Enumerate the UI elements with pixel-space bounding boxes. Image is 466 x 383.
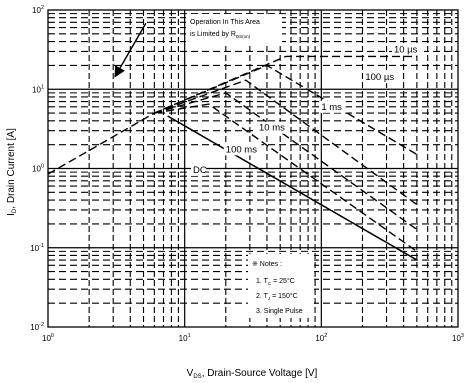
x-axis-title-rest: , Drain-Source Voltage [V]	[202, 368, 318, 379]
x-tick-label: 101	[179, 333, 191, 343]
y-tick-label: 100	[32, 164, 44, 174]
x-axis-title-main: V	[187, 368, 194, 379]
series-label-0: 10 µs	[394, 45, 418, 56]
series-line-2	[154, 79, 418, 206]
series-line-0	[47, 55, 417, 175]
series-label-bg	[319, 100, 346, 113]
series-label-3: 10 ms	[259, 123, 285, 134]
x-axis-title: VDS, Drain-Source Voltage [V]	[187, 368, 318, 380]
series-label-bg	[257, 121, 290, 134]
rdson-annotation: Operation In This Area is Limited by RDS…	[114, 14, 282, 78]
rdson-annotation-line2: is Limited by R	[190, 31, 236, 38]
rdson-annotation-line1: Operation In This Area	[190, 19, 260, 26]
series-label-4: 100 ms	[226, 144, 257, 155]
y-axis-title-rest: , Drain Current [A]	[6, 128, 17, 209]
y-axis-title-sub: D	[12, 208, 18, 213]
y-tick-label: 10-1	[30, 243, 44, 253]
series-label-1: 100 µs	[365, 72, 394, 83]
notes-title: ※ Notes :	[252, 261, 282, 268]
series-line-3	[154, 92, 418, 231]
series-line-5	[167, 115, 418, 261]
svg-text:is Limited by RDS(on): is Limited by RDS(on)	[190, 31, 251, 39]
series-line-1	[154, 64, 418, 156]
limit-arrow	[114, 22, 147, 78]
series-label-bg	[363, 71, 401, 84]
series-layer	[47, 55, 418, 261]
series-label-bg	[391, 43, 424, 56]
series-line-4	[154, 103, 418, 252]
y-axis-title-main: I	[6, 213, 17, 216]
plot-frame	[47, 9, 459, 328]
rdson-annotation-sub: DS(on)	[236, 34, 251, 39]
x-tick-label: 100	[42, 333, 54, 343]
notes-line-1: 1. TC = 25°C	[256, 277, 295, 286]
notes-box: ※ Notes : 1. TC = 25°C 2. TJ = 150°C 3. …	[248, 254, 314, 318]
x-axis-title-sub: DS	[193, 374, 201, 380]
series-label-5: DC	[193, 165, 207, 176]
notes-line-3: 3. Single Pulse	[256, 308, 303, 315]
notes-line-2: 2. TJ = 150°C	[256, 292, 298, 301]
svg-text:Operation In This Area: Operation In This Area	[190, 19, 260, 26]
series-label-bg	[223, 143, 262, 156]
y-tick-label: 10-2	[30, 322, 44, 332]
x-tick-label: 102	[315, 333, 327, 343]
series-label-bg	[190, 163, 207, 176]
tick-labels: 100 101 102 103 10-2 10-1 100 101 102	[30, 5, 464, 343]
y-tick-label: 102	[32, 5, 44, 15]
y-axis-title: ID, Drain Current [A]	[6, 128, 18, 216]
y-tick-label: 101	[32, 84, 44, 94]
series-label-2: 1 ms	[321, 102, 342, 113]
x-tick-label: 103	[452, 333, 464, 343]
